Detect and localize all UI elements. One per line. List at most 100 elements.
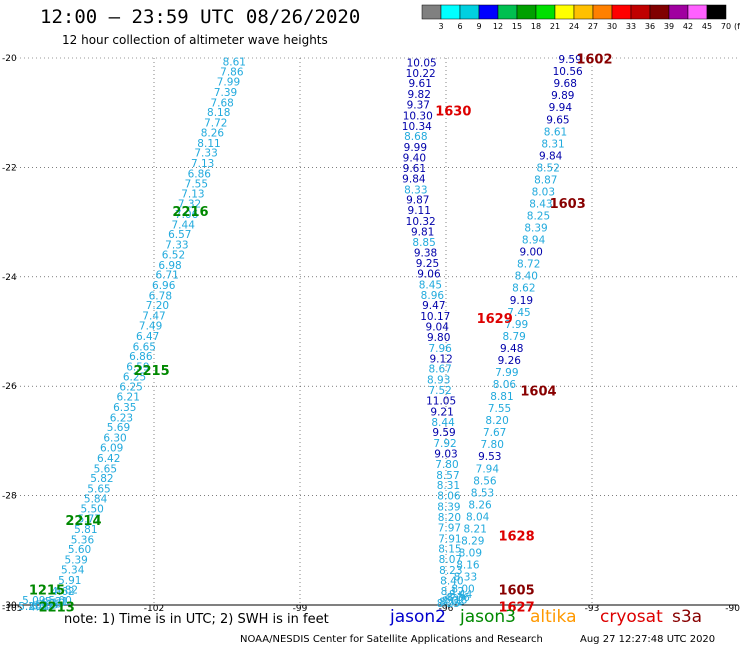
swh-value-label: 9.61 (409, 78, 432, 90)
swh-value-label: 6.42 (97, 453, 120, 465)
colorbar-swatch (611, 4, 632, 20)
chart-axes: -105 -102 -99 -96 -93 -90 -20 -22 -24 -26 -28 -30 (2, 54, 740, 614)
swh-value-label: 5.69 (107, 422, 130, 434)
swh-value-label: 9.26 (498, 355, 522, 367)
time-label: 1629 (477, 312, 513, 327)
x-tick-label: -105 (2, 604, 22, 614)
swh-value-label: 8.53 (471, 487, 494, 499)
swh-value-label: 10.32 (406, 216, 436, 228)
swh-value-label: 5.34 (61, 564, 85, 576)
swh-value-label: 9.84 (402, 173, 426, 185)
generation-timestamp: Aug 27 12:27:48 UTC 2020 (580, 634, 716, 645)
swh-value-label: 10.34 (402, 121, 432, 133)
time-label: 1604 (520, 385, 556, 400)
swh-value-label: 10.17 (420, 311, 450, 323)
swh-value-label: 9.99 (404, 142, 427, 154)
swh-value-label: 7.97 (438, 522, 461, 534)
swh-value-label: 9.47 (422, 300, 445, 312)
swh-value-label: 8.79 (502, 331, 525, 343)
time-label: 2214 (65, 514, 101, 529)
swh-value-label: 8.61 (223, 56, 246, 68)
swh-value-label: 5.65 (87, 483, 110, 495)
colorbar-swatch (516, 4, 537, 20)
swh-value-label: 9.40 (403, 153, 426, 165)
swh-value-label: 9.25 (416, 258, 439, 270)
swh-value-label: 8.20 (438, 512, 461, 524)
swh-value-label: 8.00 (451, 584, 474, 596)
mission-jason3: jason3 (460, 607, 516, 627)
y-tick-label: -30 (2, 601, 17, 611)
colorbar-label: 15 (512, 22, 522, 31)
time-label: 1627 (498, 601, 534, 616)
time-labels: 2216 2215 2214 1215 2213 1630 1629 1628 1627 1602… (29, 53, 613, 616)
swh-value-label: 8.36 (446, 592, 470, 604)
swh-value-label: 7.68 (210, 97, 233, 109)
swh-value-label: 4.62 (51, 586, 74, 598)
colorbar-swatch (687, 4, 708, 20)
swh-value-label: 8.85 (412, 237, 435, 249)
time-label: 1215 (29, 584, 65, 599)
x-tick-label: -93 (585, 604, 600, 614)
swh-value-label: 8.15 (438, 544, 461, 556)
swh-value-label: 8.11 (439, 597, 462, 609)
colorbar-label: 24 (569, 22, 579, 31)
swh-value-label: 6.59 (126, 362, 149, 374)
colorbar-label: 9 (476, 22, 481, 31)
swh-value-label: 8.29 (461, 535, 484, 547)
swh-value-label: 8.94 (522, 235, 546, 247)
swh-value-label: 8.26 (201, 127, 225, 139)
swh-value-label: 8.57 (436, 470, 459, 482)
colorbar-label: 21 (550, 22, 560, 31)
swh-value-label: 7.67 (483, 427, 506, 439)
swh-value-label: 5.60 (68, 544, 91, 556)
swh-value-label: 5.50 (80, 504, 103, 516)
swh-value-label: 6.25 (119, 382, 142, 394)
swh-value-label: 6.23 (110, 412, 133, 424)
swh-value-label: 5.81 (74, 524, 97, 536)
swh-value-label: 9.59 (432, 427, 455, 439)
colorbar-unit: (ft) (734, 22, 740, 31)
swh-value-label: 7.49 (139, 320, 162, 332)
swh-value-label: 9.00 (519, 247, 542, 259)
swh-value-label: 8.45 (419, 279, 442, 291)
colorbar-label: 27 (588, 22, 598, 31)
x-tick-label: -99 (293, 604, 308, 614)
swh-value-label: 5.09 (22, 595, 45, 607)
swh-value-label: 7.47 (142, 311, 165, 323)
swh-value-label: 8.07 (439, 554, 462, 566)
swh-value-label: 8.23 (439, 565, 462, 577)
colorbar-label: 6 (457, 22, 462, 31)
swh-value-label: 8.56 (473, 475, 497, 487)
swh-value-label: 6.25 (123, 371, 146, 383)
swh-value-label: 7.99 (505, 319, 528, 331)
swh-value-label: 7.20 (146, 300, 169, 312)
swh-value-label: 9.37 (407, 99, 430, 111)
swh-value-label: 8.02 (442, 596, 465, 608)
swh-value-label: 8.43 (529, 199, 552, 211)
swh-value-label: 4.82 (55, 585, 78, 597)
swh-value-label: 8.52 (537, 162, 560, 174)
swh-value-label: 8.31 (541, 138, 564, 150)
swh-value-label: 8.44 (431, 417, 455, 429)
colorbar-label: 30 (607, 22, 617, 31)
swh-value-label: 8.11 (197, 138, 220, 150)
swh-value-label: 5.65 (94, 463, 117, 475)
swh-value-label: 8.68 (404, 131, 427, 143)
colorbar-swatch (497, 4, 518, 20)
swh-value-label: 9.89 (551, 90, 574, 102)
swh-value-label: 8.33 (404, 184, 427, 196)
swh-value-label: 8.93 (427, 375, 450, 387)
swh-value-label: 8.16 (456, 560, 480, 572)
time-label: 2215 (133, 364, 169, 379)
time-label: 1605 (498, 584, 534, 599)
swh-value-label: 9.68 (554, 78, 577, 90)
swh-value-label: 4.90 (29, 602, 52, 614)
swh-value-label: 10.56 (553, 66, 583, 78)
swh-value-label: 9.82 (408, 89, 431, 101)
swh-value-label: 6.71 (155, 270, 178, 282)
swh-value-label: 10.05 (407, 57, 437, 69)
swh-value-label: 9.94 (549, 102, 573, 114)
swh-value-label: 8.18 (444, 595, 467, 607)
colorbar-swatch (478, 4, 499, 20)
swh-value-label: 5.05 (35, 599, 58, 611)
